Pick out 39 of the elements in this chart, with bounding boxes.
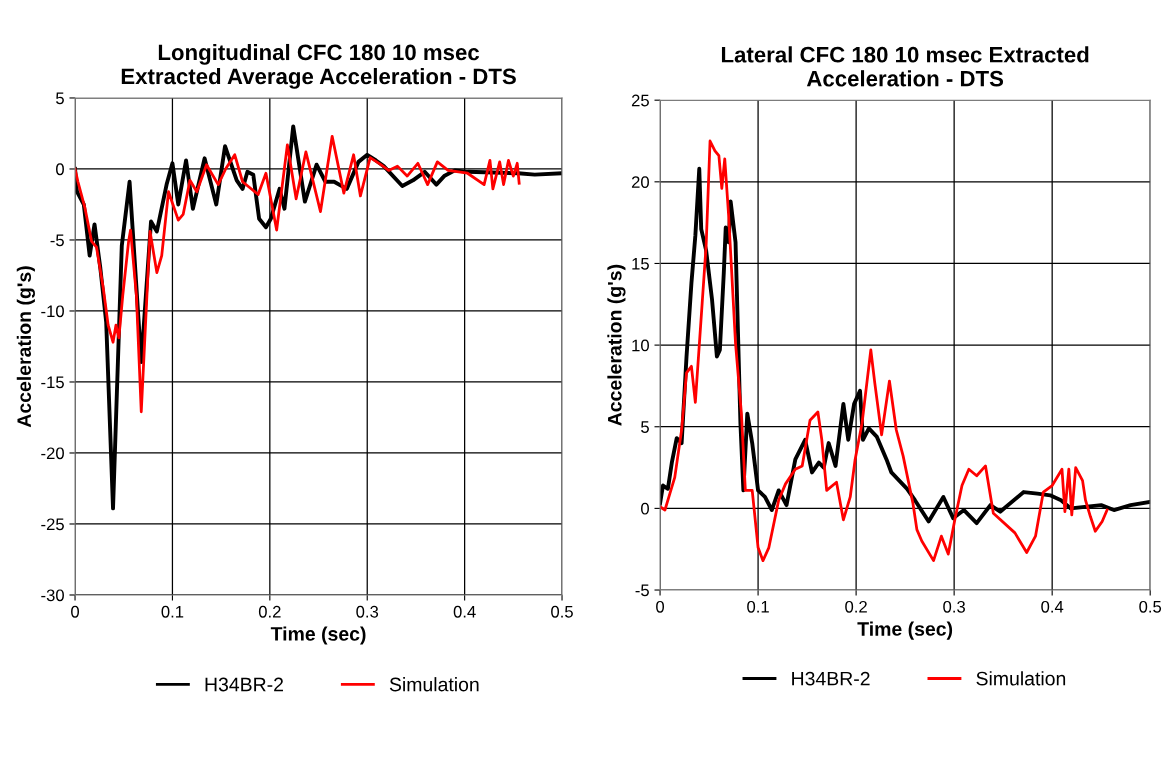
y-axis-title: Acceleration (g's) bbox=[607, 264, 626, 426]
y-tick-label: -10 bbox=[41, 305, 64, 318]
line-series bbox=[660, 139, 1109, 563]
y-tick-label: 15 bbox=[632, 258, 649, 270]
x-tick-label: 0.2 bbox=[845, 600, 867, 613]
x-tick-label: 0 bbox=[71, 605, 80, 618]
y-tick-label: 20 bbox=[631, 176, 649, 189]
y-axis-title: Acceleration (g's) bbox=[16, 266, 35, 428]
x-axis-title: Time (sec) bbox=[857, 621, 953, 640]
chart-title: Lateral CFC 180 10 msec Extracted Acceleration - DTS bbox=[721, 46, 1089, 87]
y-tick-label: 0 bbox=[56, 163, 64, 176]
y-tick-label: -25 bbox=[41, 518, 64, 531]
x-tick-label: 0.1 bbox=[161, 605, 184, 618]
y-tick-label: 5 bbox=[641, 421, 649, 433]
y-tick-label: 10 bbox=[632, 339, 649, 352]
y-tick-label: 0 bbox=[641, 502, 649, 515]
x-tick-label: 0.3 bbox=[356, 605, 379, 618]
line-series bbox=[75, 134, 521, 414]
x-tick-label: 0.2 bbox=[258, 605, 281, 618]
x-tick-label: 0.5 bbox=[551, 605, 573, 618]
legend-label: H34BR-2 bbox=[205, 677, 283, 692]
legend-label: H34BR-2 bbox=[792, 671, 870, 686]
y-tick-label: -30 bbox=[41, 589, 64, 602]
y-tick-label: -5 bbox=[635, 584, 649, 597]
x-tick-label: 0.1 bbox=[747, 600, 769, 613]
x-tick-label: 0.3 bbox=[943, 600, 965, 613]
x-tick-label: 0.4 bbox=[1041, 600, 1064, 613]
legend-label: Simulation bbox=[976, 671, 1066, 686]
chart-title: Longitudinal CFC 180 10 msec Extracted Average Acceleration - DTS bbox=[121, 43, 516, 89]
y-tick-label: -20 bbox=[41, 447, 64, 460]
x-tick-label: 0.4 bbox=[453, 605, 476, 618]
y-tick-label: -15 bbox=[41, 376, 64, 389]
x-axis-title: Time (sec) bbox=[270, 626, 366, 645]
x-tick-label: 0 bbox=[656, 600, 665, 613]
x-tick-label: 0.5 bbox=[1139, 600, 1162, 613]
legend-label: Simulation bbox=[389, 677, 479, 692]
y-tick-label: -5 bbox=[50, 234, 64, 247]
y-tick-label: 25 bbox=[631, 94, 649, 107]
y-tick-label: 5 bbox=[56, 92, 64, 105]
